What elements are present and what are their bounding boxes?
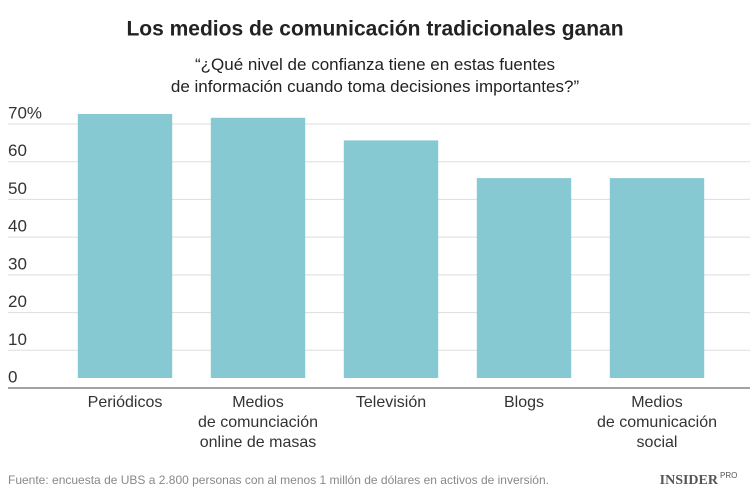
- y-tick-label: 70%: [8, 103, 42, 122]
- x-tick-label: Medios de comunciación online de masas: [198, 394, 318, 451]
- y-tick-label: 50: [8, 179, 27, 198]
- x-tick-label: Televisión: [356, 394, 426, 411]
- bar: [77, 114, 173, 378]
- bar: [609, 178, 705, 378]
- x-tick-label: Periódicos: [88, 394, 163, 411]
- source-note: Fuente: encuesta de UBS a 2.800 personas…: [8, 473, 549, 487]
- y-tick-label: 10: [8, 330, 27, 349]
- chart-subtitle: “¿Qué nivel de confianza tiene en estas …: [171, 55, 580, 96]
- y-tick-label: 0: [8, 367, 17, 386]
- x-tick-label: Medios de comunicación social: [597, 394, 717, 451]
- bar: [476, 178, 572, 378]
- y-tick-label: 60: [8, 141, 27, 160]
- y-tick-label: 40: [8, 217, 27, 236]
- y-tick-label: 30: [8, 254, 27, 273]
- x-tick-label: Blogs: [504, 394, 544, 411]
- logo-sup: PRO: [720, 471, 737, 480]
- logo: INSIDER: [660, 473, 719, 488]
- bar: [210, 117, 306, 379]
- chart-title: Los medios de comunicación tradicionales…: [126, 18, 623, 41]
- bar: [343, 140, 439, 378]
- y-tick-label: 20: [8, 292, 27, 311]
